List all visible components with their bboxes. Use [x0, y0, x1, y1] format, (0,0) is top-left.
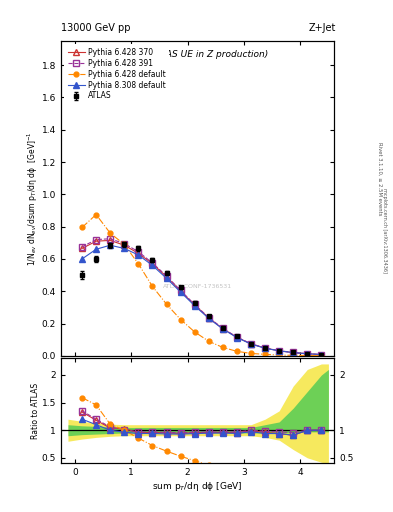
Pythia 6.428 391 [178, 287, 183, 293]
Pythia 6.428 370 [108, 238, 112, 244]
Pythia 6.428 391 [277, 348, 281, 354]
Pythia 8.308 default [150, 262, 155, 268]
Pythia 8.308 default [136, 252, 141, 258]
Pythia 6.428 370 [305, 351, 310, 357]
Line: Pythia 6.428 391: Pythia 6.428 391 [79, 236, 324, 357]
Pythia 6.428 391 [192, 302, 197, 308]
Pythia 6.428 370 [178, 288, 183, 294]
Pythia 6.428 370 [220, 326, 225, 332]
Pythia 8.308 default [192, 303, 197, 309]
Pythia 6.428 370 [249, 341, 253, 347]
Text: Rivet 3.1.10, ≥ 2.5M events: Rivet 3.1.10, ≥ 2.5M events [377, 142, 382, 216]
Pythia 6.428 391 [319, 351, 324, 357]
Pythia 6.428 391 [80, 244, 84, 250]
Pythia 8.308 default [108, 242, 112, 248]
Pythia 6.428 default [291, 352, 296, 358]
Pythia 8.308 default [178, 289, 183, 295]
Pythia 6.428 default [235, 348, 239, 354]
Pythia 6.428 default [305, 352, 310, 358]
Pythia 6.428 370 [235, 334, 239, 340]
Pythia 6.428 default [206, 338, 211, 345]
Pythia 6.428 370 [192, 302, 197, 308]
Pythia 6.428 default [80, 224, 84, 230]
Pythia 6.428 391 [122, 241, 127, 247]
Line: Pythia 6.428 370: Pythia 6.428 370 [79, 238, 324, 357]
Pythia 6.428 370 [122, 242, 127, 248]
Pythia 6.428 default [94, 211, 99, 218]
Pythia 6.428 391 [220, 325, 225, 331]
Text: Nch (ATLAS UE in Z production): Nch (ATLAS UE in Z production) [127, 50, 268, 59]
Pythia 6.428 391 [263, 345, 267, 351]
Pythia 6.428 default [277, 352, 281, 358]
Pythia 6.428 default [122, 241, 127, 247]
Pythia 8.308 default [206, 315, 211, 322]
Pythia 8.308 default [291, 350, 296, 356]
Y-axis label: Ratio to ATLAS: Ratio to ATLAS [31, 383, 40, 439]
Text: Z+Jet: Z+Jet [309, 23, 336, 33]
Pythia 8.308 default [263, 345, 267, 351]
Pythia 6.428 370 [150, 261, 155, 267]
Pythia 6.428 default [150, 283, 155, 289]
Pythia 6.428 default [319, 353, 324, 359]
Pythia 6.428 default [192, 329, 197, 335]
Pythia 6.428 391 [291, 349, 296, 355]
Pythia 6.428 370 [80, 245, 84, 251]
Pythia 6.428 370 [136, 250, 141, 257]
Pythia 6.428 370 [206, 315, 211, 321]
Text: ATLAS-CONF-1736531: ATLAS-CONF-1736531 [163, 284, 232, 289]
Pythia 6.428 default [263, 351, 267, 357]
Line: Pythia 6.428 default: Pythia 6.428 default [80, 212, 324, 358]
Y-axis label: 1/N$_{ev}$ dN$_{ev}$/dsum p$_T$/dη dϕ  [GeV]$^{-1}$: 1/N$_{ev}$ dN$_{ev}$/dsum p$_T$/dη dϕ [G… [26, 131, 40, 266]
Pythia 6.428 391 [249, 340, 253, 347]
Pythia 6.428 370 [319, 351, 324, 357]
Pythia 6.428 default [108, 230, 112, 236]
Pythia 6.428 370 [94, 238, 99, 244]
Pythia 6.428 default [136, 261, 141, 267]
Pythia 6.428 370 [291, 350, 296, 356]
Pythia 6.428 default [249, 350, 253, 356]
Legend: Pythia 6.428 370, Pythia 6.428 391, Pythia 6.428 default, Pythia 8.308 default, : Pythia 6.428 370, Pythia 6.428 391, Pyth… [64, 44, 169, 104]
Pythia 8.308 default [122, 245, 127, 251]
Pythia 6.428 default [178, 316, 183, 323]
Pythia 6.428 391 [206, 314, 211, 321]
Pythia 8.308 default [94, 246, 99, 252]
Pythia 8.308 default [80, 256, 84, 262]
Pythia 8.308 default [249, 341, 253, 347]
Pythia 8.308 default [277, 348, 281, 354]
Pythia 6.428 391 [136, 249, 141, 255]
Pythia 6.428 391 [150, 260, 155, 266]
Pythia 6.428 391 [108, 236, 112, 242]
Pythia 6.428 391 [305, 351, 310, 357]
Pythia 6.428 370 [263, 345, 267, 351]
Pythia 8.308 default [305, 351, 310, 357]
Pythia 8.308 default [235, 334, 239, 340]
Pythia 6.428 default [164, 301, 169, 307]
X-axis label: sum p$_T$/dη dϕ [GeV]: sum p$_T$/dη dϕ [GeV] [152, 480, 243, 493]
Pythia 6.428 370 [164, 273, 169, 280]
Pythia 6.428 370 [277, 348, 281, 354]
Text: 13000 GeV pp: 13000 GeV pp [61, 23, 130, 33]
Pythia 6.428 391 [94, 237, 99, 243]
Line: Pythia 8.308 default: Pythia 8.308 default [79, 243, 324, 357]
Text: mcplots.cern.ch [arXiv:1306.3436]: mcplots.cern.ch [arXiv:1306.3436] [382, 188, 387, 273]
Pythia 6.428 default [220, 345, 225, 351]
Pythia 8.308 default [220, 326, 225, 332]
Pythia 8.308 default [164, 275, 169, 282]
Pythia 6.428 391 [164, 273, 169, 279]
Pythia 8.308 default [319, 351, 324, 357]
Pythia 6.428 391 [235, 334, 239, 340]
